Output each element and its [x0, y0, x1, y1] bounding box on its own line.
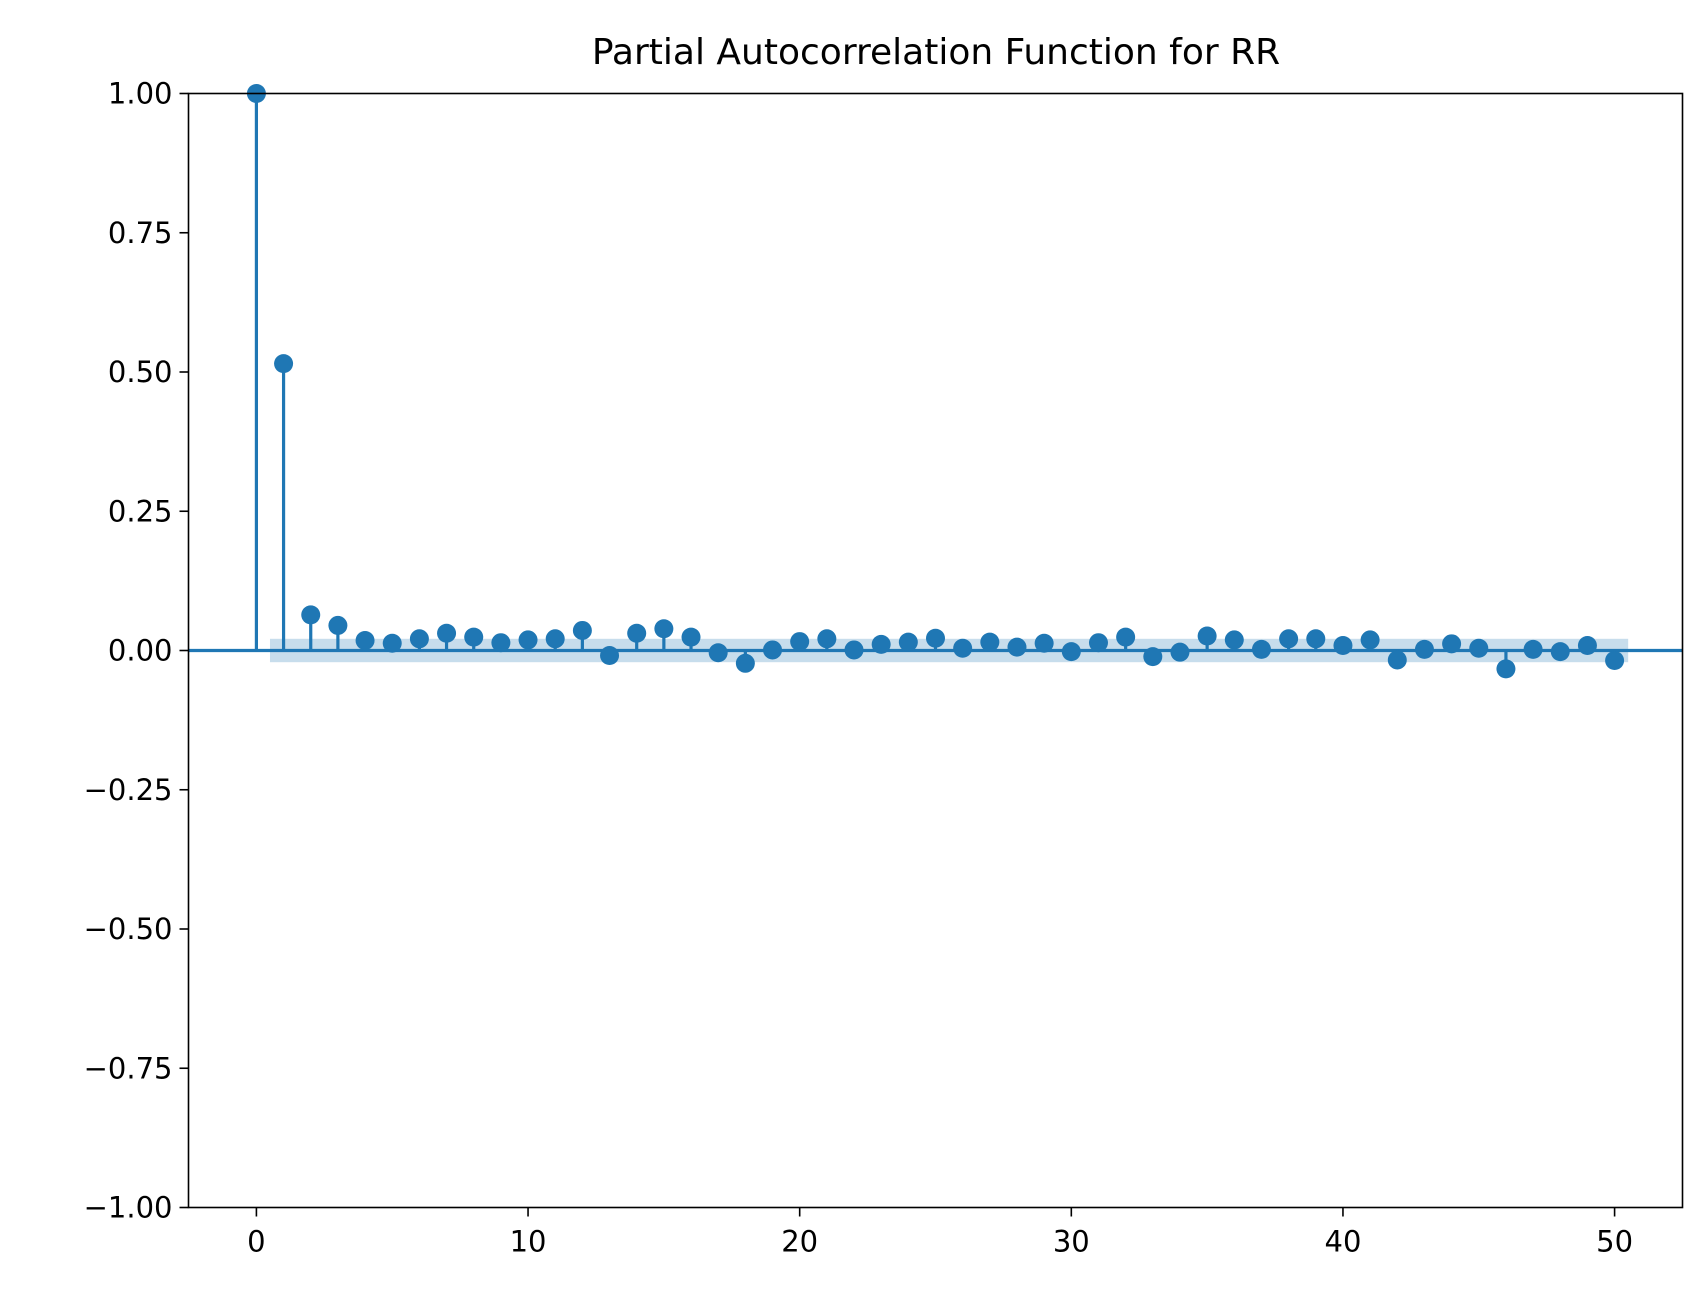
marker-lag-41 [1360, 630, 1380, 650]
marker-lag-28 [1007, 637, 1027, 657]
marker-lag-31 [1088, 633, 1108, 653]
marker-lag-11 [545, 629, 565, 649]
marker-lag-15 [654, 619, 674, 639]
marker-lag-2 [301, 605, 321, 625]
markers-layer [246, 84, 1625, 679]
marker-lag-10 [518, 630, 538, 650]
marker-lag-50 [1605, 651, 1625, 671]
marker-lag-46 [1496, 659, 1516, 679]
marker-lag-37 [1251, 639, 1271, 659]
y-tick-label: −1.00 [84, 1191, 173, 1225]
marker-lag-17 [708, 643, 728, 663]
marker-lag-49 [1577, 635, 1597, 655]
marker-lag-22 [844, 640, 864, 660]
y-tick-label: 1.00 [108, 77, 173, 111]
marker-lag-13 [600, 646, 620, 666]
marker-lag-25 [926, 628, 945, 648]
y-tick-label: −0.75 [84, 1051, 173, 1085]
x-tick-label: 30 [1053, 1225, 1090, 1259]
y-tick-label: 0.00 [108, 634, 173, 668]
y-tick-label: −0.50 [84, 912, 173, 946]
marker-lag-14 [627, 623, 647, 643]
x-tick-label: 20 [781, 1225, 818, 1259]
x-tick-label: 10 [510, 1225, 547, 1259]
marker-lag-29 [1034, 633, 1054, 653]
x-tick-label: 50 [1596, 1225, 1633, 1259]
marker-lag-43 [1414, 639, 1434, 659]
marker-lag-16 [681, 627, 701, 647]
x-axis-ticks: 0 10 20 30 40 50 [247, 1207, 1633, 1259]
marker-lag-19 [763, 640, 783, 660]
marker-lag-4 [355, 630, 375, 650]
marker-lag-9 [491, 633, 511, 653]
y-axis-ticks: 1.00 0.75 0.50 0.25 0.00 −0.25 −0.50 −0.75 −1.00 [84, 77, 189, 1225]
marker-lag-26 [953, 638, 973, 658]
marker-lag-1 [274, 354, 294, 374]
marker-lag-6 [409, 629, 429, 649]
marker-lag-45 [1469, 638, 1489, 658]
y-tick-label: 0.50 [108, 355, 173, 389]
marker-lag-48 [1550, 642, 1570, 662]
marker-lag-38 [1279, 629, 1299, 649]
marker-lag-47 [1523, 639, 1543, 659]
x-tick-label: 40 [1325, 1225, 1362, 1259]
marker-lag-21 [817, 629, 837, 649]
marker-lag-24 [898, 632, 918, 652]
marker-lag-3 [328, 615, 348, 635]
y-tick-label: −0.25 [84, 773, 173, 807]
marker-lag-8 [464, 627, 484, 647]
marker-lag-23 [871, 634, 891, 654]
marker-lag-30 [1061, 642, 1081, 662]
marker-lag-7 [437, 623, 457, 643]
marker-lag-12 [572, 620, 592, 640]
marker-lag-20 [790, 632, 810, 652]
marker-lag-42 [1387, 650, 1407, 670]
marker-lag-27 [980, 632, 1000, 652]
y-tick-label: 0.25 [108, 494, 173, 528]
stems-layer [254, 93, 1617, 669]
marker-lag-35 [1197, 626, 1217, 646]
marker-lag-39 [1306, 629, 1326, 649]
marker-lag-40 [1333, 635, 1353, 655]
marker-lag-33 [1143, 647, 1163, 667]
chart-title: Partial Autocorrelation Function for RR [592, 32, 1280, 73]
marker-lag-44 [1442, 634, 1462, 654]
y-tick-label: 0.75 [108, 216, 173, 250]
marker-lag-36 [1224, 630, 1244, 650]
marker-lag-5 [382, 633, 402, 653]
marker-lag-32 [1116, 627, 1136, 647]
x-tick-label: 0 [247, 1225, 265, 1259]
marker-lag-34 [1170, 642, 1190, 662]
marker-lag-18 [735, 653, 755, 673]
